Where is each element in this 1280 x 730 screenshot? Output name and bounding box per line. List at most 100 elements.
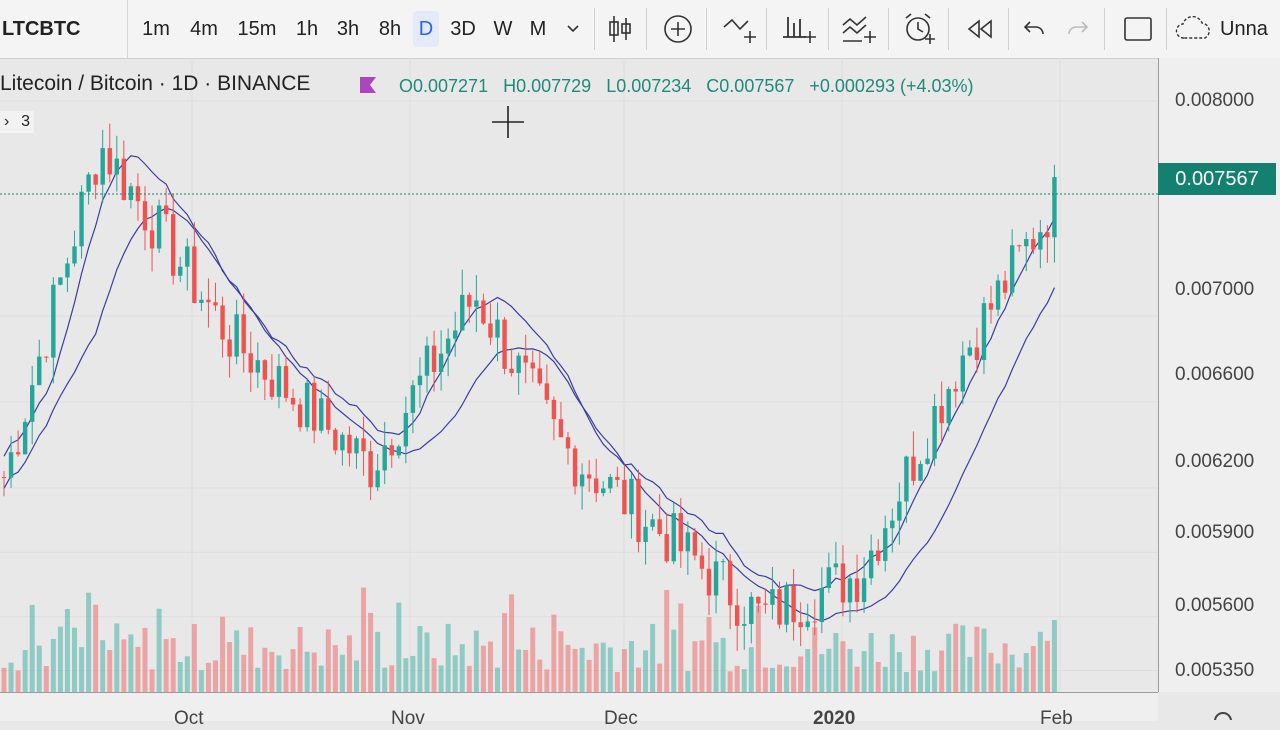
volume-bar: [142, 627, 148, 692]
candle-body: [1002, 280, 1008, 293]
candle-body: [805, 621, 810, 628]
indicators-icon[interactable]: [716, 0, 762, 58]
replay-icon[interactable]: [958, 0, 1002, 58]
time-label: Nov: [391, 708, 425, 729]
candle-body: [51, 284, 56, 358]
volume-bar: [896, 652, 902, 692]
volume-bar: [50, 638, 56, 692]
candle-body: [1, 477, 7, 479]
volume-bar: [868, 632, 874, 692]
volume-bar: [537, 659, 543, 692]
candle-body: [467, 294, 472, 307]
candle-body: [572, 448, 578, 487]
interval-1h[interactable]: 1h: [295, 17, 319, 40]
crosshair-cursor-icon: [492, 106, 524, 138]
candle-body: [65, 263, 70, 278]
volume-bar: [1016, 667, 1022, 692]
volume-bar: [692, 641, 698, 692]
candle-body: [206, 299, 211, 303]
candle-body: [297, 404, 303, 428]
candle-body: [657, 519, 662, 535]
alert-clock-icon[interactable]: [896, 0, 942, 58]
candle-body: [424, 345, 430, 376]
interval-d[interactable]: D: [413, 11, 439, 47]
candle-body: [847, 578, 853, 603]
candle-body: [763, 603, 768, 605]
candle-body: [551, 399, 557, 420]
price-label: 0.006200: [1175, 451, 1255, 472]
volume-bar: [586, 659, 592, 692]
volume-bar: [346, 635, 352, 692]
candle-body: [833, 563, 839, 568]
interval-1m[interactable]: 1m: [142, 17, 170, 40]
volume-bar: [361, 587, 367, 692]
volume-bar: [1030, 646, 1036, 692]
candle-body: [30, 385, 35, 422]
fullscreen-icon[interactable]: [1116, 0, 1160, 58]
cloud-icon[interactable]: [1174, 0, 1214, 58]
volume-bar: [882, 666, 888, 692]
volume-bar: [678, 603, 684, 692]
volume-bar: [495, 667, 500, 692]
volume-bar: [1002, 643, 1008, 692]
candle-body: [523, 355, 528, 363]
volume-bar: [769, 667, 775, 692]
volume-bar: [833, 632, 839, 692]
price-label: 0.005350: [1175, 660, 1255, 681]
candle-body: [918, 463, 923, 481]
candles-icon[interactable]: [602, 0, 638, 58]
indicators-toggle[interactable]: › 3: [0, 111, 34, 133]
candle-body: [403, 412, 409, 447]
interval-3d[interactable]: 3D: [450, 17, 476, 40]
volume-bar: [918, 670, 923, 692]
candle-body: [220, 305, 225, 340]
undo-icon[interactable]: [1016, 0, 1052, 58]
interval-8h[interactable]: 8h: [378, 17, 402, 40]
symbol-search[interactable]: LTCBTC: [0, 0, 128, 58]
candle-body: [114, 158, 119, 175]
templates-icon[interactable]: [836, 0, 882, 58]
volume-bar: [128, 634, 134, 692]
volume-bar: [600, 642, 606, 692]
volume-bar: [558, 631, 564, 692]
volume-bar: [593, 643, 599, 692]
volume-bar: [657, 663, 663, 692]
candle-body: [417, 375, 423, 386]
time-axis[interactable]: [0, 692, 1158, 721]
volume-bar: [720, 637, 726, 692]
candle-body: [283, 366, 289, 398]
interval-3h[interactable]: 3h: [336, 17, 360, 40]
volume-bar: [734, 665, 740, 692]
candle-body: [149, 230, 155, 249]
time-label: Dec: [604, 708, 638, 729]
compare-add-icon[interactable]: [656, 0, 700, 58]
volume-bar: [114, 623, 120, 692]
candle-body: [354, 438, 359, 454]
interval-w[interactable]: W: [493, 17, 513, 40]
volume-bar: [1037, 631, 1043, 692]
interval-15m[interactable]: 15m: [237, 17, 277, 40]
volume-bar: [86, 592, 92, 692]
volume-bar: [22, 650, 28, 692]
volume-bar: [889, 634, 895, 692]
volume-bar: [988, 652, 994, 692]
price-chart[interactable]: [0, 58, 1158, 692]
flag-icon[interactable]: [360, 77, 377, 94]
volume-bar: [72, 627, 77, 692]
volume-bar: [925, 649, 931, 692]
candle-body: [100, 148, 105, 185]
candle-body: [58, 277, 63, 285]
financials-icon[interactable]: [776, 0, 822, 58]
interval-m[interactable]: M: [529, 17, 547, 40]
redo-icon[interactable]: [1060, 0, 1096, 58]
candle-body: [396, 446, 401, 456]
candle-body: [107, 148, 112, 175]
volume-bar: [57, 626, 63, 692]
chevron-down-icon[interactable]: [560, 0, 586, 58]
layout-name[interactable]: Unna: [1220, 17, 1268, 40]
top-toolbar: LTCBTC 1m 4m 15m 1h 3h 8h D 3D W M: [0, 0, 1280, 59]
low-value: L0.007234: [606, 76, 692, 96]
settings-gear-icon[interactable]: [1208, 706, 1238, 720]
volume-bar: [805, 648, 811, 692]
interval-4m[interactable]: 4m: [190, 17, 218, 40]
